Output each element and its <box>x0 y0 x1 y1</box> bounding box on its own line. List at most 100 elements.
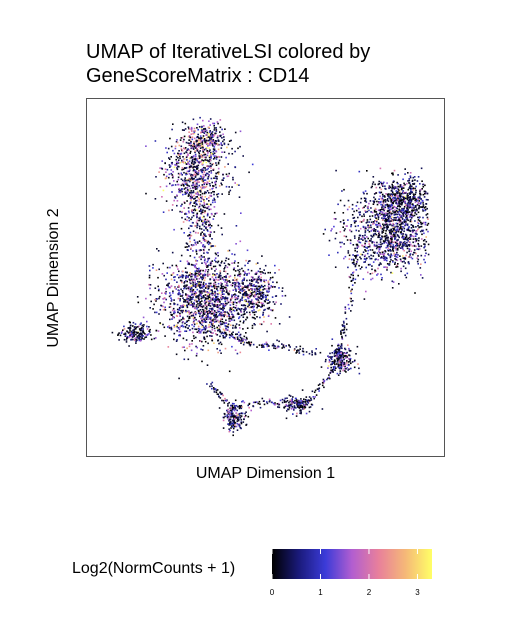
scatter-point <box>424 206 427 208</box>
scatter-point <box>222 306 224 309</box>
scatter-point <box>231 313 233 316</box>
scatter-point <box>214 297 217 300</box>
scatter-point <box>364 258 366 260</box>
scatter-point <box>371 241 374 243</box>
scatter-point <box>223 416 225 419</box>
scatter-point <box>204 294 207 296</box>
scatter-point <box>228 410 231 413</box>
scatter-point <box>294 399 296 402</box>
scatter-point <box>358 170 361 173</box>
scatter-point <box>167 346 170 348</box>
scatter-point <box>228 263 231 266</box>
scatter-point <box>189 197 192 199</box>
scatter-point <box>192 183 195 185</box>
scatter-point <box>350 224 353 226</box>
scatter-point <box>143 324 145 326</box>
scatter-point <box>417 196 420 199</box>
scatter-point <box>363 215 365 217</box>
scatter-point <box>189 202 191 205</box>
scatter-point <box>204 311 207 314</box>
scatter-point <box>248 272 250 275</box>
scatter-point <box>189 236 191 238</box>
scatter-point <box>406 209 409 211</box>
scatter-point <box>255 292 258 294</box>
scatter-point <box>310 403 313 406</box>
scatter-point <box>245 293 247 295</box>
scatter-point <box>228 336 231 339</box>
scatter-point <box>411 235 413 237</box>
scatter-point <box>177 297 180 300</box>
scatter-point <box>163 301 165 304</box>
scatter-point <box>256 280 258 282</box>
scatter-point <box>421 230 424 232</box>
scatter-point <box>261 296 264 298</box>
scatter-point <box>358 372 361 375</box>
scatter-point <box>257 285 260 288</box>
scatter-point <box>391 186 394 189</box>
scatter-point <box>238 423 241 425</box>
scatter-point <box>162 262 164 265</box>
chart-title-line-1: UMAP of IterativeLSI colored by <box>86 41 371 63</box>
scatter-point <box>392 222 394 225</box>
scatter-point <box>197 193 199 195</box>
scatter-point <box>376 246 379 248</box>
scatter-point <box>204 291 207 293</box>
scatter-point <box>215 172 217 175</box>
scatter-point <box>418 207 420 210</box>
scatter-point <box>359 227 362 230</box>
scatter-point <box>235 302 238 304</box>
scatter-point <box>383 252 386 255</box>
scatter-point <box>228 293 230 296</box>
scatter-point <box>218 185 221 187</box>
scatter-point <box>211 276 214 278</box>
scatter-point <box>276 281 278 284</box>
scatter-point <box>404 224 406 227</box>
scatter-point <box>402 178 404 181</box>
scatter-point <box>202 119 204 122</box>
scatter-point <box>192 187 194 189</box>
scatter-point <box>248 279 251 282</box>
scatter-point <box>135 331 138 334</box>
scatter-point <box>224 298 226 300</box>
scatter-point <box>142 325 145 328</box>
scatter-point <box>389 255 392 257</box>
scatter-point <box>195 354 198 357</box>
scatter-point <box>377 236 379 239</box>
scatter-point <box>186 249 189 251</box>
scatter-point <box>179 139 182 141</box>
scatter-point <box>401 191 404 194</box>
scatter-point <box>217 305 220 307</box>
scatter-point <box>187 358 190 361</box>
scatter-point <box>200 200 202 203</box>
scatter-point <box>203 215 205 218</box>
scatter-point <box>411 245 414 247</box>
scatter-point <box>222 140 224 143</box>
scatter-point <box>403 227 406 230</box>
scatter-point <box>372 223 374 225</box>
scatter-point <box>382 217 385 220</box>
scatter-point <box>423 239 426 241</box>
scatter-point <box>383 257 385 260</box>
scatter-point <box>201 212 203 215</box>
scatter-point <box>338 361 341 364</box>
scatter-point <box>219 119 222 121</box>
scatter-point <box>191 196 193 199</box>
scatter-point <box>396 240 398 243</box>
scatter-point <box>205 185 208 188</box>
scatter-point <box>247 268 250 271</box>
scatter-point <box>251 310 253 312</box>
scatter-point <box>181 274 184 276</box>
scatter-point <box>232 301 235 304</box>
scatter-point <box>185 285 187 288</box>
scatter-point <box>187 193 190 195</box>
scatter-point <box>226 299 229 302</box>
scatter-point <box>398 190 401 193</box>
scatter-point <box>342 365 345 367</box>
scatter-point <box>380 181 382 184</box>
scatter-point <box>225 156 227 159</box>
scatter-point <box>214 281 217 284</box>
scatter-point <box>389 205 391 208</box>
scatter-point <box>381 208 383 210</box>
scatter-point <box>396 228 398 231</box>
scatter-point <box>203 129 205 131</box>
